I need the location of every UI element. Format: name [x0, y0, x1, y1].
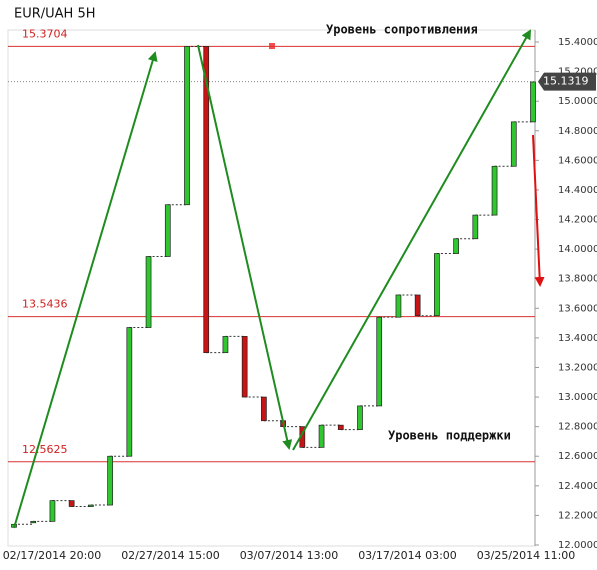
candle: [510, 121, 517, 167]
candle: [434, 253, 440, 317]
y-tick-label: 14.0000: [558, 244, 597, 255]
y-tick-label: 13.2000: [558, 362, 597, 373]
y-tick-label: 12.2000: [558, 510, 597, 521]
x-tick-label: 03/25/2014 11:00: [477, 549, 576, 562]
y-tick-label: 15.2000: [558, 67, 597, 78]
level-label: 13.5436: [22, 298, 68, 311]
level-label: 12.5625: [22, 443, 68, 456]
y-tick-label: 15.4000: [558, 37, 597, 48]
candle: [107, 455, 113, 506]
candle: [222, 336, 229, 354]
candle: [30, 520, 37, 524]
arrows: [13, 29, 545, 529]
y-tick-label: 13.4000: [558, 333, 597, 344]
level-label: 15.3704: [22, 27, 68, 40]
candle: [184, 46, 190, 206]
candle: [357, 405, 363, 430]
y-tick-label: 14.4000: [558, 185, 597, 196]
candle: [414, 294, 421, 317]
y-tick-label: 12.0000: [558, 540, 597, 551]
y-tick-label: 15.0000: [558, 96, 597, 107]
candle: [164, 204, 171, 257]
candle: [49, 500, 56, 522]
candle: [395, 294, 402, 318]
chart-title: EUR/UAH 5H: [14, 7, 96, 22]
y-tick-label: 12.6000: [558, 451, 597, 462]
last-price-box: [538, 72, 596, 91]
y-tick-label: 13.0000: [558, 392, 597, 403]
x-tick-label: 02/17/2014 20:00: [3, 549, 102, 562]
candle: [530, 81, 536, 123]
y-tick-label: 14.2000: [558, 215, 597, 226]
y-tick-label: 14.8000: [558, 126, 597, 137]
candle: [453, 238, 459, 254]
y-tick-label: 13.8000: [558, 274, 597, 285]
candle: [261, 396, 267, 422]
last-price-label: 15.1319: [543, 75, 589, 88]
annotation: Уровень поддержки: [388, 429, 511, 443]
annotation: Уровень сопротивления: [326, 23, 478, 37]
y-tick-label: 12.8000: [558, 422, 597, 433]
candle: [145, 256, 152, 328]
marks: 12.0000 12.2000 12.4000 12.6000 12.8000 13.00…: [3, 27, 597, 562]
candle: [376, 316, 383, 407]
y-tick-label: 14.6000: [558, 155, 597, 166]
candle: [318, 424, 325, 448]
arrow: [197, 44, 293, 450]
arrow: [292, 29, 531, 451]
x-tick-label: 02/27/2014 15:00: [121, 549, 220, 562]
candle: [68, 500, 75, 507]
candle: [337, 424, 344, 430]
x-tick-label: 03/17/2014 03:00: [358, 549, 457, 562]
arrow: [13, 51, 158, 529]
candle: [126, 327, 133, 457]
y-tick-label: 13.6000: [558, 303, 597, 314]
candle: [203, 46, 210, 354]
plot-area: [7, 29, 536, 547]
candle: [88, 504, 94, 507]
candle: [472, 214, 479, 240]
arrow: [532, 134, 545, 287]
candle: [491, 165, 498, 216]
x-tick-label: 03/07/2014 13:00: [240, 549, 339, 562]
y-tick-label: 12.4000: [558, 481, 597, 492]
candle: [241, 336, 248, 398]
